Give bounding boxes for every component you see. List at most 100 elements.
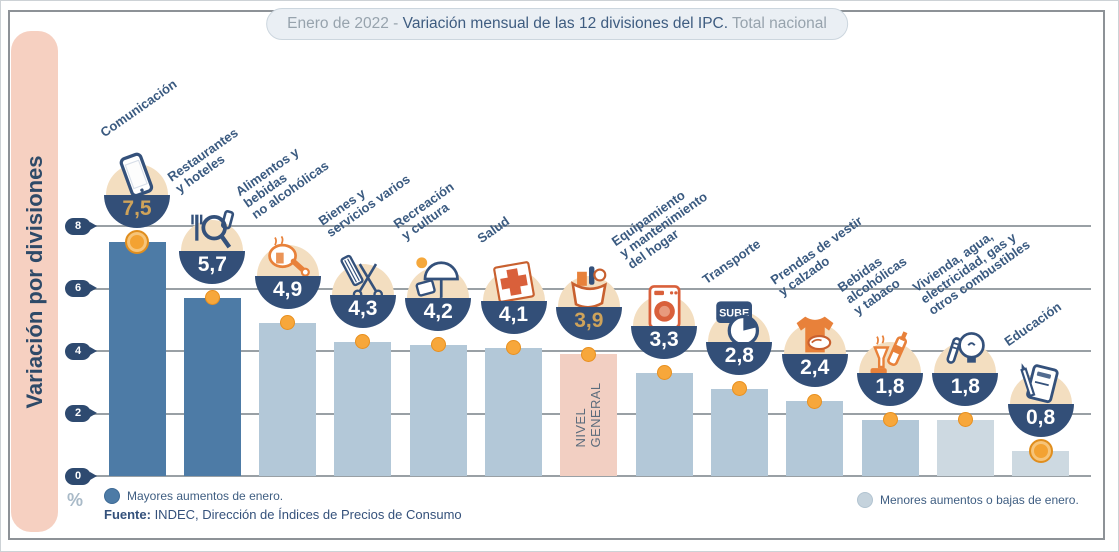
source-note: Fuente: INDEC, Dirección de Índices de P…	[104, 507, 462, 522]
bar-transporte	[710, 388, 768, 476]
bar-bienes-y-servicios	[334, 341, 392, 476]
bar-value: 5,7	[197, 252, 227, 276]
value-bowl: 4,2	[405, 297, 472, 331]
sube-card-icon: SUBE	[716, 300, 760, 346]
health-cross-icon	[492, 261, 535, 303]
dot-marker-bienes-y-servicios	[355, 334, 371, 350]
bar-equipamiento-hogar	[635, 372, 693, 476]
value-bowl: 4,9	[254, 275, 321, 309]
y-tick-6: 6	[65, 280, 97, 297]
category-label-transporte: Transporte	[699, 235, 764, 287]
value-bowl: 1,8	[932, 372, 999, 406]
restaurant-icon	[191, 209, 235, 249]
bar-value: 4,2	[423, 299, 453, 323]
drinks-icon	[870, 331, 908, 375]
side-panel: Variación por divisiones	[11, 31, 58, 532]
legend-low: Menores aumentos o bajas de enero.	[857, 492, 1079, 508]
value-bowl: 2,4	[781, 354, 848, 387]
badge-recreacion-y-cultura: 4,2	[404, 251, 472, 331]
title-suffix: Total nacional	[728, 15, 827, 32]
bar-value: 1,8	[875, 374, 905, 398]
badge-restaurantes-y-hoteles: 5,7	[178, 204, 246, 284]
bar-value: 2,8	[724, 343, 754, 367]
percent-symbol: %	[67, 490, 84, 510]
bar-alimentos-y-bebidas	[259, 322, 317, 476]
bar-vivienda-agua-electricidad	[936, 419, 994, 476]
badge-vivienda-agua-electricidad: 1,8	[931, 326, 999, 406]
bar-value: 4,9	[272, 277, 303, 301]
clothing-icon	[796, 316, 834, 353]
bar-bebidas-alcoholicas	[861, 419, 919, 476]
dot-marker-transporte	[731, 381, 747, 396]
bar-comunicacion	[108, 241, 166, 476]
bar-value: 1,8	[950, 374, 980, 398]
dot-marker-vivienda-agua-electricidad	[957, 412, 973, 428]
value-bowl: 4,3	[329, 294, 396, 328]
dot-marker-bebidas-alcoholicas	[882, 412, 898, 428]
chart-title: Enero de 2022 - Variación mensual de las…	[266, 8, 848, 40]
badge-transporte: SUBE 2,8	[705, 295, 773, 375]
bar-recreacion-y-cultura	[409, 344, 467, 476]
bar-value: 4,3	[348, 296, 378, 320]
source-label: Fuente:	[104, 507, 151, 522]
legend-low-swatch	[857, 492, 873, 508]
value-bowl: 1,8	[857, 372, 923, 406]
bar-value: 2,4	[800, 356, 830, 379]
value-bowl: 5,7	[179, 250, 246, 284]
value-bowl: 3,3	[631, 325, 698, 359]
title-main: Variación mensual de las 12 divisiones d…	[402, 15, 729, 32]
badge-equipamiento-hogar: 3,3	[630, 279, 698, 359]
bar-value: 0,8	[1025, 406, 1056, 429]
bar-restaurantes-y-hoteles	[183, 297, 241, 476]
book-icon	[1019, 363, 1059, 404]
bar-value: 4,1	[498, 302, 529, 326]
bar-value: 7,5	[122, 196, 152, 220]
category-label-comunicacion: Comunicación	[97, 76, 180, 140]
badge-alimentos-y-bebidas: 4,9	[254, 229, 322, 309]
dot-marker-nivel-general	[581, 346, 597, 362]
bar-prendas-de-vestir	[786, 401, 844, 476]
badge-educacion: 0,8	[1007, 357, 1075, 437]
value-bowl: 7,5	[104, 194, 170, 228]
badge-nivel-general: 3,9	[555, 260, 623, 341]
umbrella-icon	[415, 257, 460, 302]
nivel-general-bar-label: NIVEL GENERAL	[572, 382, 603, 448]
bar-value: 3,9	[574, 309, 604, 333]
category-label-salud: Salud	[474, 213, 512, 247]
category-label-vivienda-agua-electricidad: Vivienda, agua, electricidad, gas y otro…	[910, 228, 1033, 318]
grooming-icon	[340, 254, 383, 299]
dot-marker-recreacion-y-cultura	[430, 337, 446, 353]
badge-bienes-y-servicios: 4,3	[329, 248, 397, 328]
value-bowl: 2,8	[706, 341, 773, 375]
phone-icon	[119, 152, 154, 197]
bar-value: 3,3	[649, 327, 679, 351]
dot-marker-prendas-de-vestir	[807, 393, 823, 409]
gridline-8	[91, 225, 1091, 227]
y-tick-2: 2	[65, 405, 97, 422]
y-tick-4: 4	[65, 342, 97, 360]
coin-marker-educacion	[1028, 439, 1053, 463]
legend-low-label: Menores aumentos o bajas de enero.	[880, 493, 1079, 507]
badge-comunicacion: 7,5	[103, 148, 171, 228]
bar-nivel-general: NIVEL GENERAL	[560, 354, 618, 476]
y-tick-0: 0	[65, 467, 97, 485]
value-bowl: 0,8	[1007, 404, 1074, 437]
basket-icon	[570, 266, 607, 309]
bulb-icon	[946, 331, 986, 364]
gridline-0	[91, 475, 1091, 477]
dot-marker-alimentos-y-bebidas	[280, 315, 296, 331]
value-bowl: 4,1	[480, 300, 547, 334]
bar-salud	[485, 347, 542, 476]
badge-salud: 4,1	[480, 254, 548, 334]
title-prefix: Enero de 2022 -	[287, 15, 403, 32]
dot-marker-salud	[506, 340, 521, 356]
legend-high-swatch	[104, 488, 120, 504]
legend-high: Mayores aumentos de enero.	[104, 488, 283, 504]
value-bowl: 3,9	[555, 307, 622, 341]
washing-machine-icon	[648, 284, 681, 329]
y-tick-8: 8	[65, 217, 97, 235]
legend-high-label: Mayores aumentos de enero.	[127, 489, 284, 503]
dot-marker-equipamiento-hogar	[656, 365, 672, 381]
badge-prendas-de-vestir: 2,4	[781, 307, 849, 387]
